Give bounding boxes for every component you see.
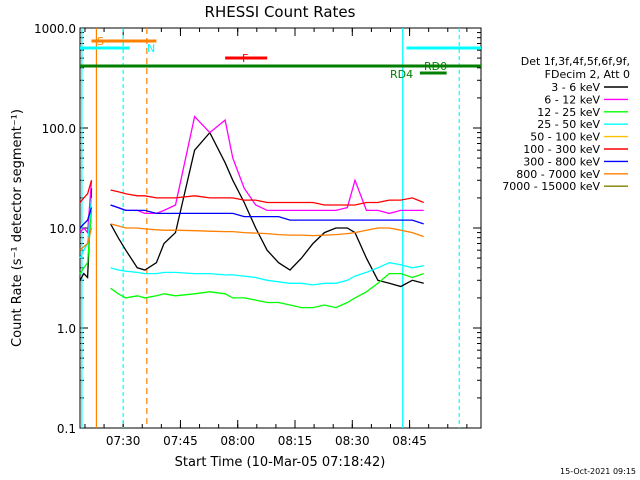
legend-header-2: FDecim 2, Att 0 bbox=[545, 68, 630, 81]
x-tick-label: 07:30 bbox=[106, 434, 141, 448]
y-tick-label: 1.0 bbox=[57, 322, 76, 336]
y-tick-label: 0.1 bbox=[57, 422, 76, 436]
rd4-flag-label: RD4 bbox=[390, 68, 413, 81]
f-flag-label: F bbox=[242, 52, 248, 65]
rd0-flag-label: RD0 bbox=[424, 60, 447, 73]
legend-label: 100 - 300 keV bbox=[523, 143, 600, 156]
s-flag-label: S bbox=[97, 35, 104, 48]
x-tick-label: 08:30 bbox=[335, 434, 370, 448]
legend-label: 800 - 7000 keV bbox=[516, 168, 600, 181]
legend-label: 300 - 800 keV bbox=[523, 155, 600, 168]
attenuator-lines bbox=[81, 28, 460, 428]
series-line bbox=[79, 204, 424, 229]
legend-label: 50 - 100 keV bbox=[530, 131, 600, 144]
y-tick-label: 10.0 bbox=[49, 222, 76, 236]
series-group bbox=[79, 115, 424, 309]
flag-markers: S N F RD0 RD4 bbox=[80, 35, 481, 81]
n-flag-label: N bbox=[147, 42, 155, 55]
series-line bbox=[79, 180, 424, 206]
x-axis-label: Start Time (10-Mar-05 07:18:42) bbox=[175, 455, 386, 470]
series-line bbox=[79, 223, 424, 251]
x-tick-label: 07:45 bbox=[163, 434, 198, 448]
y-tick-label: 1000.0 bbox=[34, 22, 76, 36]
chart-title: RHESSI Count Rates bbox=[205, 3, 356, 21]
y-axis: 0.1 1.0 10.0 100.0 1000.0 bbox=[34, 22, 481, 436]
x-tick-label: 08:00 bbox=[220, 434, 255, 448]
y-axis-label: Count Rate (s⁻¹ detector segment⁻¹) bbox=[10, 109, 25, 347]
legend-label: 25 - 50 keV bbox=[537, 118, 600, 131]
footer-date: 15-Oct-2021 09:15 bbox=[560, 467, 636, 476]
legend: Det 1f,3f,4f,5f,6f,9f, FDecim 2, Att 0 3… bbox=[502, 55, 630, 193]
x-axis: 07:30 07:45 08:00 08:15 08:30 08:45 bbox=[84, 28, 468, 448]
legend-label: 3 - 6 keV bbox=[551, 81, 600, 94]
series-line bbox=[79, 131, 424, 288]
legend-label: 7000 - 15000 keV bbox=[502, 180, 600, 193]
legend-label: 6 - 12 keV bbox=[544, 93, 600, 106]
series-line bbox=[79, 197, 424, 286]
legend-label: 12 - 25 keV bbox=[537, 106, 600, 119]
y-tick-label: 100.0 bbox=[42, 122, 76, 136]
x-tick-label: 08:45 bbox=[392, 434, 427, 448]
x-tick-label: 08:15 bbox=[278, 434, 313, 448]
legend-header-1: Det 1f,3f,4f,5f,6f,9f, bbox=[521, 55, 630, 68]
series-line bbox=[79, 115, 424, 235]
